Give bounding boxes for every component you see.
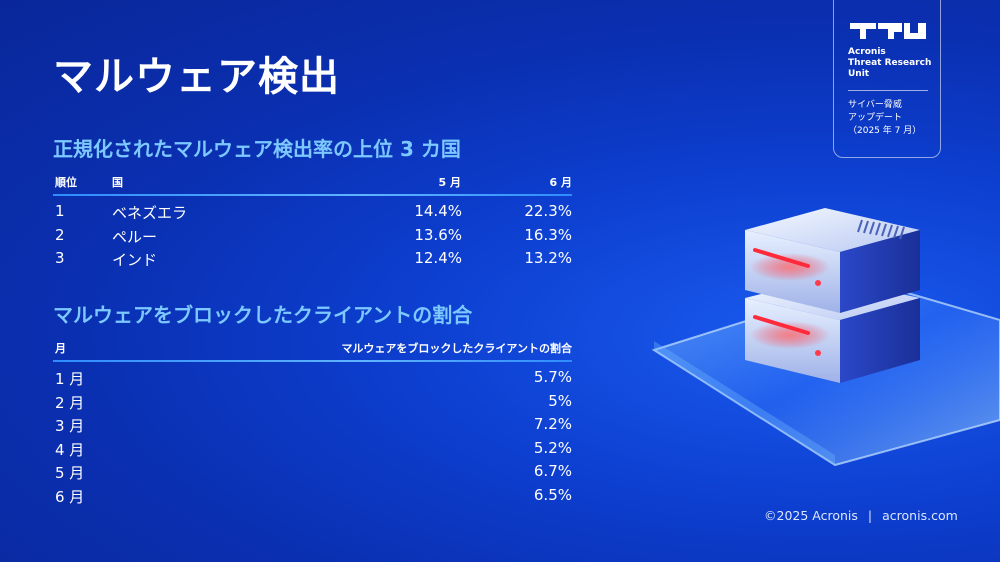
copyright-text: ©2025 Acronis xyxy=(764,508,858,523)
blocked-clients-table: 月 マルウェアをブロックしたクライアントの割合 1 月 5.7% 2 月 5% … xyxy=(53,340,572,509)
month-cell: 3 月 xyxy=(55,417,85,435)
table-row: 2 月 5% xyxy=(53,392,572,416)
update-line: サイバー脅威 xyxy=(848,100,902,110)
may-cell: 12.4% xyxy=(414,249,462,267)
update-line: アップデート xyxy=(848,113,903,123)
table-header: 順位 国 5 月 6 月 xyxy=(53,174,572,194)
header-rule xyxy=(53,194,572,196)
rank-cell: 2 xyxy=(55,225,65,244)
rate-cell: 5.7% xyxy=(533,368,572,386)
server-upper xyxy=(745,208,920,313)
update-label: サイバー脅威 アップデート （2025 年 7 月） xyxy=(848,99,940,138)
top-countries-table: 順位 国 5 月 6 月 1 ベネズエラ 14.4% 22.3% 2 ペルー 1… xyxy=(53,174,572,273)
table-row: 1 ベネズエラ 14.4% 22.3% xyxy=(53,202,572,226)
header-rank: 順位 xyxy=(55,176,77,189)
table-row: 5 月 6.7% xyxy=(53,462,572,486)
month-cell: 5 月 xyxy=(55,464,85,482)
rate-cell: 5% xyxy=(548,391,572,410)
table-row: 1 月 5.7% xyxy=(53,368,572,392)
month-cell: 2 月 xyxy=(55,393,85,412)
header-country: 国 xyxy=(112,176,123,189)
top-countries-title: 正規化されたマルウェア検出率の上位 3 カ国 xyxy=(53,137,461,161)
rank-cell: 1 xyxy=(55,202,65,220)
header-month: 月 xyxy=(55,342,66,355)
rate-cell: 6.7% xyxy=(533,462,572,480)
tru-badge: Acronis Threat Research Unit サイバー脅威 アップデ… xyxy=(833,0,941,158)
june-cell: 13.2% xyxy=(524,249,572,267)
update-line: （2025 年 7 月） xyxy=(848,126,922,136)
may-cell: 14.4% xyxy=(414,202,462,220)
unit-line: Unit xyxy=(848,69,870,79)
unit-line: Acronis xyxy=(848,47,886,57)
header-june: 6 月 xyxy=(549,176,572,189)
rank-cell: 3 xyxy=(55,249,65,267)
table-row: 4 月 5.2% xyxy=(53,439,572,463)
website-link[interactable]: acronis.com xyxy=(882,508,958,523)
badge-divider xyxy=(848,90,928,91)
footer-separator: | xyxy=(867,508,873,523)
table-row: 2 ペルー 13.6% 16.3% xyxy=(53,226,572,250)
header-rate: マルウェアをブロックしたクライアントの割合 xyxy=(341,342,572,355)
server-stack-illustration xyxy=(651,208,1000,467)
june-cell: 16.3% xyxy=(524,225,572,244)
unit-line: Threat Research xyxy=(848,58,932,68)
rate-cell: 6.5% xyxy=(533,485,572,504)
month-cell: 4 月 xyxy=(55,440,85,459)
rate-cell: 7.2% xyxy=(533,415,572,433)
header-rule xyxy=(53,360,572,362)
country-cell: ベネズエラ xyxy=(112,204,188,222)
table-row: 6 月 6.5% xyxy=(53,486,572,510)
table-row: 3 月 7.2% xyxy=(53,415,572,439)
header-may: 5 月 xyxy=(438,176,461,189)
tru-unit-name: Acronis Threat Research Unit xyxy=(848,47,940,80)
blocked-clients-title: マルウェアをブロックしたクライアントの割合 xyxy=(53,303,473,327)
tru-logo xyxy=(850,23,926,39)
june-cell: 22.3% xyxy=(524,202,572,220)
page-title: マルウェア検出 xyxy=(53,54,340,100)
rate-cell: 5.2% xyxy=(533,438,572,457)
country-cell: インド xyxy=(112,251,158,269)
footer: ©2025 Acronis | acronis.com xyxy=(764,508,958,523)
may-cell: 13.6% xyxy=(414,225,462,244)
table-row: 3 インド 12.4% 13.2% xyxy=(53,249,572,273)
month-cell: 1 月 xyxy=(55,370,85,388)
month-cell: 6 月 xyxy=(55,487,85,506)
table-header: 月 マルウェアをブロックしたクライアントの割合 xyxy=(53,340,572,360)
country-cell: ペルー xyxy=(112,227,158,246)
